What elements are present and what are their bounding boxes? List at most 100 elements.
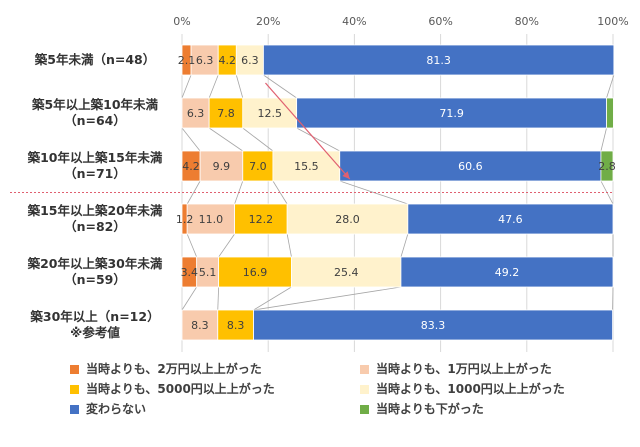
data-label: 4.2	[219, 54, 237, 67]
category-label: 築5年以上築10年未満	[31, 97, 159, 112]
data-label: 6.3	[241, 54, 259, 67]
connector-line	[600, 127, 607, 152]
data-label: 11.0	[199, 213, 224, 226]
bar-segment	[400, 256, 614, 288]
data-label: 60.6	[458, 160, 483, 173]
data-label: 8.3	[227, 319, 245, 332]
connector-line	[242, 127, 274, 152]
category-label: 築20年以上築30年未満	[27, 256, 163, 271]
legend-label: 当時よりも、1万円以上上がった	[376, 361, 552, 376]
bar-segment	[208, 97, 244, 129]
legend-swatch	[70, 385, 79, 394]
data-label: 15.5	[294, 160, 319, 173]
connector-line	[263, 74, 297, 99]
connector-line	[235, 74, 244, 99]
bar-segment	[600, 150, 614, 182]
x-axis-ticks: 0% 20% 40% 60% 80% 100%	[173, 15, 628, 28]
data-label: 8.3	[191, 319, 209, 332]
category-label: （n=82）	[64, 219, 126, 234]
data-label: 1.2	[176, 213, 194, 226]
connector-line	[186, 233, 198, 258]
bar-segment	[272, 150, 341, 182]
bar-segment	[263, 44, 615, 76]
data-label: 83.3	[421, 319, 446, 332]
tick-label: 40%	[342, 15, 366, 28]
bar-segment	[199, 150, 244, 182]
tick-label: 80%	[515, 15, 539, 28]
data-label: 3.4	[181, 266, 199, 279]
bar-segment	[296, 97, 607, 129]
data-label: 81.3	[426, 54, 451, 67]
category-labels: 築5年未満（n=48） 築5年以上築10年未満（n=64） 築10年以上築15年未満…	[27, 52, 163, 340]
data-label: 47.6	[498, 213, 523, 226]
connector-line	[272, 180, 288, 205]
connector-line	[296, 127, 340, 152]
bar-segment	[235, 44, 264, 76]
connector-line	[253, 286, 292, 311]
tick-label: 20%	[256, 15, 280, 28]
connector-line	[181, 127, 201, 152]
bar-segment	[242, 150, 274, 182]
legend-swatch	[360, 385, 369, 394]
connector-line	[181, 74, 192, 99]
bars	[181, 44, 615, 341]
data-label: 12.5	[257, 107, 282, 120]
bar-segment	[286, 203, 409, 235]
legend-label: 当時よりも、1000円以上上がった	[376, 381, 565, 396]
category-label: 築30年以上（n=12）	[29, 309, 159, 324]
connector-line	[186, 180, 201, 205]
connector-line	[286, 233, 292, 258]
data-label: 71.9	[439, 107, 464, 120]
annotations	[10, 82, 613, 193]
data-labels: 2.1 6.3 4.2 6.3 81.36.3 7.8 12.5 71.94.2 9.9 7.0 1…	[176, 54, 616, 332]
legend-label: 当時よりも、5000円以上上がった	[86, 381, 275, 396]
tick-label: 60%	[428, 15, 452, 28]
legend: 当時よりも、2万円以上上がった 当時よりも、1万円以上上がった当時よりも、5000…	[70, 361, 565, 416]
data-label: 6.3	[187, 107, 205, 120]
tick-label: 0%	[173, 15, 190, 28]
tick-label: 100%	[597, 15, 628, 28]
category-label: 築5年未満（n=48）	[34, 52, 155, 67]
legend-label: 変わらない	[86, 401, 146, 416]
connector-line	[253, 286, 402, 311]
bar-segment	[190, 44, 219, 76]
category-label: 築15年以上築20年未満	[27, 203, 163, 218]
legend-swatch	[360, 365, 369, 374]
connector-line	[208, 127, 243, 152]
data-label: 4.2	[182, 160, 200, 173]
data-label: 2.8	[598, 160, 616, 173]
connector-line	[400, 233, 409, 258]
connector-line	[218, 233, 235, 258]
category-label: （n=71）	[64, 166, 126, 181]
data-label: 5.1	[199, 266, 217, 279]
category-label: （n=64）	[64, 113, 126, 128]
bar-segment	[217, 309, 254, 341]
data-label: 16.9	[243, 266, 268, 279]
connector-line	[208, 74, 219, 99]
bar-segment	[606, 97, 614, 129]
category-label: ※参考値	[70, 325, 120, 340]
data-label: 49.2	[495, 266, 520, 279]
legend-swatch	[70, 365, 79, 374]
bar-segment	[186, 203, 235, 235]
data-label: 28.0	[335, 213, 360, 226]
category-label: （n=59）	[64, 272, 126, 287]
data-label: 6.3	[196, 54, 214, 67]
bar-segment	[291, 256, 402, 288]
data-label: 9.9	[213, 160, 231, 173]
legend-label: 当時よりも下がった	[376, 401, 484, 416]
bar-segment	[407, 203, 614, 235]
category-label: 築10年以上築15年未満	[27, 150, 163, 165]
data-label: 7.0	[249, 160, 267, 173]
connector-line	[217, 286, 220, 311]
data-label: 2.1	[178, 54, 196, 67]
bar-segment	[242, 97, 298, 129]
legend-swatch	[70, 405, 79, 414]
connector-line	[606, 74, 615, 99]
connector-line	[339, 180, 408, 205]
connector-line	[181, 286, 197, 311]
data-label: 7.8	[217, 107, 235, 120]
bar-segment	[339, 150, 602, 182]
data-label: 12.2	[249, 213, 274, 226]
